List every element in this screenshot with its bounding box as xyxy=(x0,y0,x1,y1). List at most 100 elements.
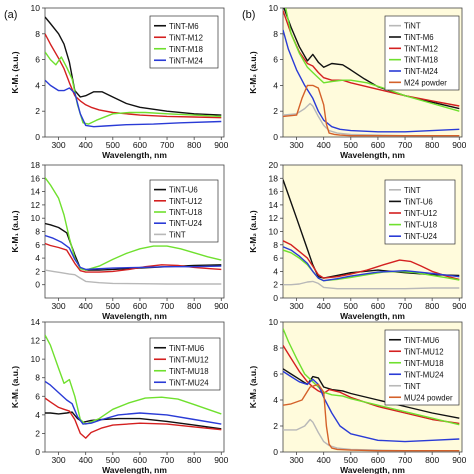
series-lines xyxy=(283,8,460,137)
series-line-tint-mu24 xyxy=(283,370,460,443)
legend-box xyxy=(384,329,460,406)
y-tick-label: 0 xyxy=(273,447,278,457)
legend: TiNT-U6 TiNT-U12 TiNT-U18 TiNT-U24 TiNT xyxy=(149,179,219,243)
x-tick-label: 700 xyxy=(398,140,412,150)
y-tick-label: 0 xyxy=(35,280,40,290)
legend-entry: TiNT-M12 xyxy=(404,44,438,53)
y-tick-label: 4 xyxy=(273,395,278,405)
y-tick-label: 0 xyxy=(35,132,40,142)
x-axis-label: Wavelength, nm xyxy=(102,465,167,474)
y-tick-label: 10 xyxy=(31,3,41,13)
x-axis-label: Wavelength, nm xyxy=(340,150,405,160)
x-tick-label: 600 xyxy=(371,301,385,311)
series-line-tint-m12 xyxy=(45,33,222,119)
y-tick-label: 2 xyxy=(273,280,278,290)
x-tick-label: 300 xyxy=(289,455,303,465)
y-axis-label: K-M₂ (a.u.) xyxy=(248,51,258,94)
series-line-mu24-powder xyxy=(283,383,460,452)
y-tick-label: 8 xyxy=(35,373,40,383)
y-tick-label: 4 xyxy=(35,253,40,263)
x-tick-label: 600 xyxy=(133,140,147,150)
series-line-tint-m6 xyxy=(45,16,222,116)
x-tick-label: 400 xyxy=(79,455,93,465)
x-tick-label: 700 xyxy=(160,455,174,465)
series-line-tint xyxy=(283,280,460,290)
y-tick-label: 2 xyxy=(35,106,40,116)
x-tick-label: 500 xyxy=(344,140,358,150)
x-tick-label: 400 xyxy=(317,301,331,311)
series-line-tint-mu6 xyxy=(283,368,460,419)
x-tick-label: 500 xyxy=(106,301,120,311)
legend-entry: TiNT-MU24 xyxy=(404,370,444,379)
y-axis-label: K-M₂ (a.u.) xyxy=(248,366,258,409)
x-tick-label: 900 xyxy=(452,455,466,465)
y-tick-label: 12 xyxy=(269,213,279,223)
legend-entry: TiNT-U12 xyxy=(404,209,437,218)
y-axis-label: K-M₁ (a.u.) xyxy=(10,51,20,93)
y-tick-label: 6 xyxy=(35,391,40,401)
y-tick-label: 6 xyxy=(273,369,278,379)
series-line-tint-u18 xyxy=(45,177,222,271)
series-line-tint-mu12 xyxy=(45,397,222,439)
legend-entry: TiNT-U24 xyxy=(404,232,438,241)
y-tick-label: 8 xyxy=(273,240,278,250)
y-tick-label: 4 xyxy=(273,80,278,90)
series-line-tint-u24 xyxy=(283,246,460,282)
y-tick-label: 8 xyxy=(273,29,278,39)
y-tick-label: 14 xyxy=(31,187,41,197)
legend-box xyxy=(149,337,221,391)
y-tick-label: 10 xyxy=(31,354,41,364)
legend-entry: TiNT-MU18 xyxy=(404,359,444,368)
legend: TiNT-MU6 TiNT-MU12 TiNT-MU18 TiNT-MU24 TiNT M… xyxy=(384,329,460,406)
series-line-tint-u24 xyxy=(45,234,222,271)
x-tick-label: 800 xyxy=(187,455,201,465)
x-axis-label: Wavelength, nm xyxy=(340,311,405,321)
legend-entry: TiNT-M6 xyxy=(169,22,199,31)
series-line-tint-m18 xyxy=(284,8,460,112)
y-tick-label: 10 xyxy=(269,3,279,13)
legend-entry: TiNT-M6 xyxy=(404,33,434,42)
x-tick-label: 900 xyxy=(214,455,228,465)
legend-entry: TiNT-M18 xyxy=(404,56,438,65)
y-tick-label: 4 xyxy=(35,410,40,420)
y-tick-label: 14 xyxy=(31,317,41,327)
x-tick-label: 400 xyxy=(317,140,331,150)
legend-entry: TiNT xyxy=(404,186,421,195)
x-tick-label: 900 xyxy=(452,301,466,311)
x-tick-label: 300 xyxy=(51,140,65,150)
series-line-tint-m24 xyxy=(45,79,222,128)
x-tick-label: 500 xyxy=(344,301,358,311)
legend-entry: TiNT-U18 xyxy=(169,208,202,217)
chart-a2: 0 2 4 6 8 10 12 14 16 18 300 400 500 600 700 800 900 Wave… xyxy=(10,160,229,321)
y-tick-label: 0 xyxy=(273,293,278,303)
legend: TiNT-MU6 TiNT-MU12 TiNT-MU18 TiNT-MU24 xyxy=(149,337,221,391)
y-tick-label: 18 xyxy=(269,173,279,183)
series-line-tint-u6 xyxy=(283,179,460,279)
y-tick-label: 2 xyxy=(35,266,40,276)
series-line-tint-mu18 xyxy=(283,328,460,426)
x-tick-label: 800 xyxy=(187,301,201,311)
series-line-tint-mu24 xyxy=(45,380,222,425)
x-tick-label: 400 xyxy=(79,140,93,150)
legend-entry: TiNT-MU6 xyxy=(169,344,204,353)
y-tick-label: 6 xyxy=(273,55,278,65)
y-tick-label: 10 xyxy=(269,317,279,327)
x-tick-label: 400 xyxy=(79,301,93,311)
legend-entry: TiNT-U24 xyxy=(169,219,203,228)
y-axis-label: K-M₂ (a.u.) xyxy=(248,210,258,253)
legend-entry: TiNT xyxy=(404,22,421,31)
legend-entry: TiNT-MU6 xyxy=(404,336,439,345)
y-tick-label: 10 xyxy=(269,227,279,237)
chart-b2: 0 2 4 6 8 10 12 14 16 18 20 300 400 500 600 700 800 900 Wa… xyxy=(248,160,467,321)
x-tick-label: 300 xyxy=(289,301,303,311)
y-tick-label: 14 xyxy=(269,200,279,210)
legend-entry: TiNT-U6 xyxy=(404,197,433,206)
series-line-m24-powder xyxy=(283,84,460,137)
x-tick-label: 500 xyxy=(106,455,120,465)
legend-entry: TiNT-M18 xyxy=(169,45,203,54)
legend: TiNT-M6 TiNT-M12 TiNT-M18 TiNT-M24 xyxy=(149,15,219,69)
y-tick-label: 16 xyxy=(269,187,279,197)
legend-entry: TiNT-MU12 xyxy=(169,355,209,364)
x-tick-label: 900 xyxy=(214,140,228,150)
